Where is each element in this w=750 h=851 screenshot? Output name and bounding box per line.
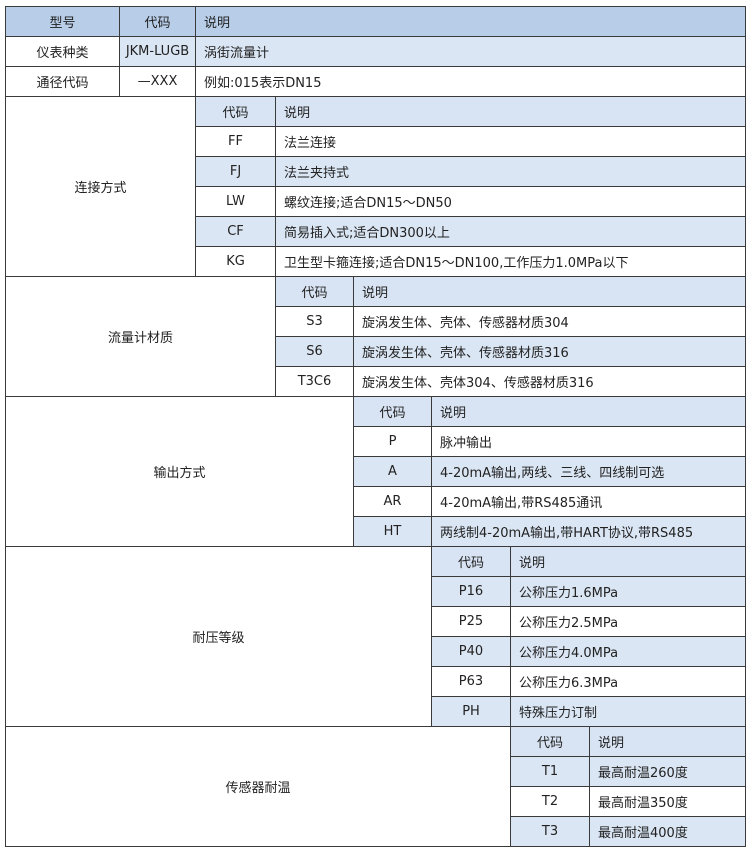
row-desc: 涡街流量计 (195, 36, 746, 67)
code-column-header: 代码 (431, 546, 511, 577)
option-code: LW (195, 186, 276, 217)
code-column-header: 代码 (353, 396, 432, 427)
option-desc: 旋涡发生体、壳体304、传感器材质316 (353, 366, 746, 397)
option-desc: 两线制4-20mA输出,带HART协议,带RS485 (431, 516, 746, 547)
section-label: 传感器耐温 (5, 726, 511, 847)
header-desc: 说明 (195, 6, 746, 37)
option-code: T2 (510, 786, 590, 817)
row-label: 仪表种类 (5, 36, 120, 67)
option-code: P16 (431, 576, 511, 607)
desc-column-header: 说明 (431, 396, 746, 427)
option-desc: 简易插入式;适合DN300以上 (275, 216, 746, 247)
option-desc: 最高耐温260度 (589, 756, 746, 787)
option-code: P63 (431, 666, 511, 697)
option-desc: 最高耐温350度 (589, 786, 746, 817)
row-desc: 例如:015表示DN15 (195, 66, 746, 97)
option-code: CF (195, 216, 276, 247)
option-code: HT (353, 516, 432, 547)
code-column-header: 代码 (510, 726, 590, 757)
option-desc: 脉冲输出 (431, 426, 746, 457)
section-label: 流量计材质 (5, 276, 276, 397)
code-column-header: 代码 (195, 96, 276, 127)
option-desc: 特殊压力订制 (510, 696, 746, 727)
option-desc: 螺纹连接;适合DN15～DN50 (275, 186, 746, 217)
option-desc: 公称压力4.0MPa (510, 636, 746, 667)
option-code: S6 (275, 336, 354, 367)
option-desc: 法兰连接 (275, 126, 746, 157)
option-code: P (353, 426, 432, 457)
option-code: P40 (431, 636, 511, 667)
desc-column-header: 说明 (510, 546, 746, 577)
option-desc: 卫生型卡箍连接;适合DN15～DN100,工作压力1.0MPa以下 (275, 246, 746, 277)
option-code: T1 (510, 756, 590, 787)
option-code: T3 (510, 816, 590, 847)
option-code: FF (195, 126, 276, 157)
section-label: 耐压等级 (5, 546, 432, 727)
row-label: 通径代码 (5, 66, 120, 97)
desc-column-header: 说明 (275, 96, 746, 127)
row-code: JKM-LUGB (119, 36, 196, 67)
option-desc: 旋涡发生体、壳体、传感器材质304 (353, 306, 746, 337)
header-code: 代码 (119, 6, 196, 37)
desc-column-header: 说明 (353, 276, 746, 307)
option-desc: 4-20mA输出,带RS485通讯 (431, 486, 746, 517)
option-code: AR (353, 486, 432, 517)
option-desc: 法兰夹持式 (275, 156, 746, 187)
row-code: —XXX (119, 66, 196, 97)
option-desc: 公称压力1.6MPa (510, 576, 746, 607)
option-code: T3C6 (275, 366, 354, 397)
section-label: 输出方式 (5, 396, 354, 547)
option-code: KG (195, 246, 276, 277)
option-code: A (353, 456, 432, 487)
header-model: 型号 (5, 6, 120, 37)
option-code: PH (431, 696, 511, 727)
section-label: 连接方式 (5, 96, 196, 277)
option-code: S3 (275, 306, 354, 337)
option-desc: 最高耐温400度 (589, 816, 746, 847)
option-code: P25 (431, 606, 511, 637)
option-code: FJ (195, 156, 276, 187)
option-desc: 公称压力2.5MPa (510, 606, 746, 637)
option-desc: 4-20mA输出,两线、三线、四线制可选 (431, 456, 746, 487)
desc-column-header: 说明 (589, 726, 746, 757)
option-desc: 旋涡发生体、壳体、传感器材质316 (353, 336, 746, 367)
option-desc: 公称压力6.3MPa (510, 666, 746, 697)
code-column-header: 代码 (275, 276, 354, 307)
